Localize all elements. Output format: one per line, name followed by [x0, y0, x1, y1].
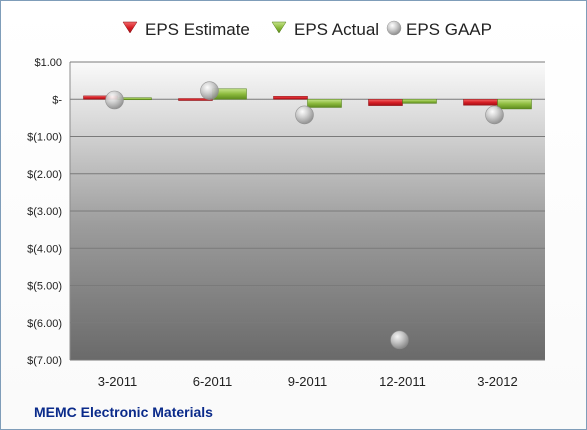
point-eps-gaap: [200, 81, 219, 100]
legend-swatch-eps-gaap: [386, 20, 402, 36]
y-tick-label: $(5.00): [27, 281, 62, 293]
point-eps-gaap: [485, 105, 504, 125]
y-tick-label: $-: [52, 94, 62, 106]
x-category-label: 3-2012: [477, 374, 517, 389]
bar-eps-actual: [307, 99, 342, 108]
y-tick-label: $(3.00): [27, 206, 62, 218]
legend-item-eps-gaap: EPS GAAP: [386, 20, 492, 39]
bar-eps-estimate: [463, 99, 498, 106]
y-tick-label: $(2.00): [27, 169, 62, 181]
legend-item-eps-estimate: EPS Estimate: [122, 20, 250, 39]
y-tick-label: $1.00: [34, 57, 62, 69]
point-eps-gaap: [295, 105, 314, 125]
bar-eps-estimate: [273, 96, 308, 100]
bar-eps-actual: [402, 99, 437, 104]
y-tick-label: $(4.00): [27, 243, 62, 255]
y-tick-label: $(1.00): [27, 132, 62, 144]
company-name: MEMC Electronic Materials: [34, 404, 213, 420]
x-category-label: 6-2011: [193, 374, 233, 389]
y-tick-label: $(6.00): [27, 318, 62, 330]
legend-swatch-eps-estimate: [122, 21, 138, 34]
x-category-label: 12-2011: [379, 374, 426, 389]
y-tick-label: $(7.00): [27, 355, 62, 367]
legend-label-eps-estimate: EPS Estimate: [145, 20, 250, 39]
bar-eps-estimate: [368, 99, 403, 106]
legend-swatch-eps-actual: [271, 21, 287, 34]
legend: EPS Estimate EPS Actual EPS GAAP: [122, 20, 492, 39]
point-eps-gaap: [390, 330, 409, 350]
x-category-label: 3-2011: [98, 374, 138, 389]
legend-label-eps-gaap: EPS GAAP: [406, 20, 492, 39]
legend-item-eps-actual: EPS Actual: [271, 20, 379, 39]
bar-eps-estimate: [178, 98, 213, 101]
x-category-label: 9-2011: [288, 374, 328, 389]
bar-eps-actual: [497, 99, 532, 110]
legend-label-eps-actual: EPS Actual: [294, 20, 379, 39]
point-eps-gaap: [105, 90, 124, 110]
